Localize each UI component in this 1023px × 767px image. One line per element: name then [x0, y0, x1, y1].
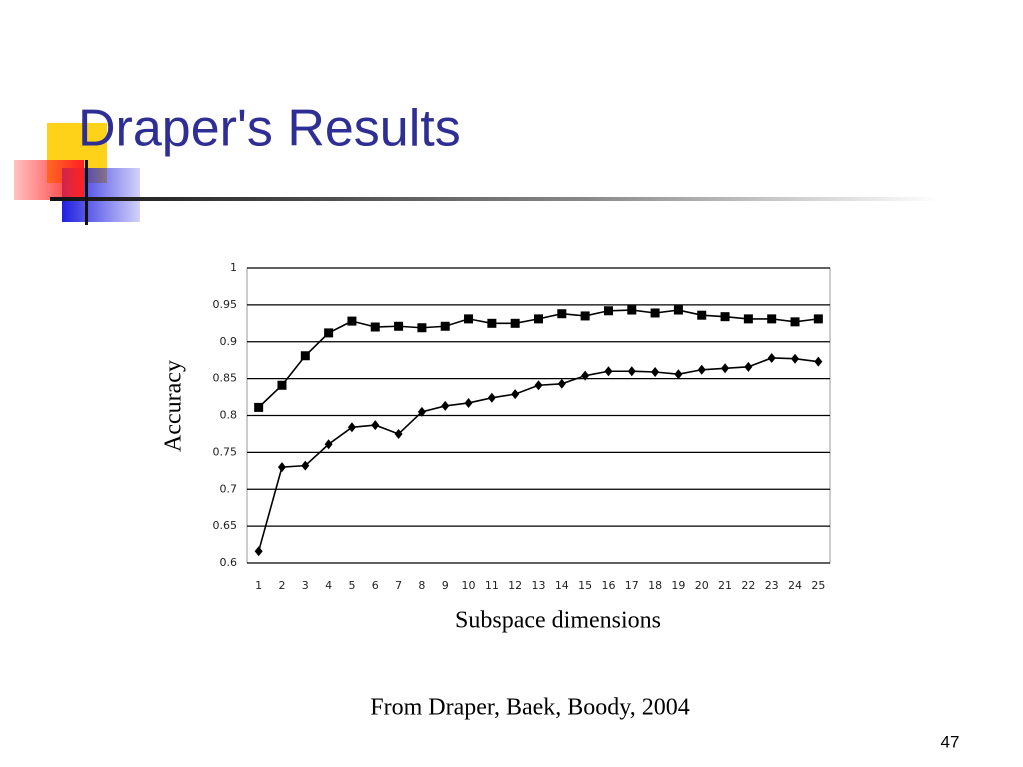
marker	[394, 428, 403, 439]
x-tick-label: 4	[325, 579, 332, 592]
y-tick-label: 0.65	[213, 519, 238, 532]
marker	[300, 351, 310, 361]
x-tick-label: 1	[255, 579, 262, 592]
x-tick-label: 9	[442, 579, 449, 592]
x-tick-label: 14	[555, 579, 569, 592]
x-tick-label: 23	[765, 579, 779, 592]
x-tick-label: 19	[671, 579, 685, 592]
marker	[604, 366, 613, 377]
y-tick-label: 0.7	[220, 482, 238, 495]
marker	[394, 321, 404, 331]
marker	[790, 317, 800, 327]
y-tick-label: 0.9	[220, 335, 238, 348]
x-tick-label: 12	[508, 579, 522, 592]
marker	[464, 314, 474, 324]
marker	[487, 318, 497, 328]
x-tick-label: 16	[601, 579, 615, 592]
y-tick-label: 1	[230, 261, 237, 274]
marker	[627, 305, 637, 315]
x-tick-label: 22	[741, 579, 755, 592]
marker	[674, 369, 683, 380]
x-tick-label: 20	[695, 579, 709, 592]
marker	[254, 402, 264, 412]
marker	[720, 312, 730, 322]
marker	[254, 546, 263, 557]
marker	[814, 356, 823, 367]
marker	[534, 314, 543, 324]
x-tick-label: 24	[788, 579, 802, 592]
title-rule	[50, 197, 940, 201]
caption: From Draper, Baek, Boody, 2004	[370, 695, 689, 721]
marker	[767, 314, 777, 324]
y-tick-label: 0.8	[220, 409, 238, 422]
marker	[557, 378, 566, 389]
x-tick-label: 6	[372, 579, 379, 592]
marker	[697, 310, 707, 320]
marker	[277, 462, 286, 473]
x-tick-label: 17	[625, 579, 639, 592]
marker	[370, 322, 380, 332]
x-tick-label: 2	[278, 579, 285, 592]
marker	[301, 460, 310, 471]
marker	[534, 380, 543, 391]
decor-red	[14, 160, 84, 200]
marker	[581, 370, 590, 381]
marker	[557, 309, 567, 319]
x-tick-label: 11	[485, 579, 499, 592]
marker	[603, 306, 613, 316]
marker	[580, 311, 590, 321]
marker	[673, 305, 683, 315]
marker	[324, 439, 333, 450]
x-tick-label: 7	[395, 579, 402, 592]
x-tick-label: 5	[348, 579, 355, 592]
page-number: 47	[941, 732, 960, 751]
marker	[347, 422, 356, 433]
x-axis-label: Subspace dimensions	[455, 608, 661, 634]
x-tick-label: 10	[462, 579, 476, 592]
series-line	[258, 309, 819, 408]
x-tick-label: 21	[718, 579, 732, 592]
marker	[791, 353, 800, 364]
marker	[813, 314, 823, 324]
x-tick-label: 3	[302, 579, 309, 592]
marker	[441, 400, 450, 411]
x-tick-label: 18	[648, 579, 662, 592]
slide-title: Draper's Results	[78, 100, 461, 158]
marker	[510, 318, 520, 328]
marker	[464, 397, 473, 408]
x-tick-label: 8	[418, 579, 425, 592]
marker	[743, 314, 753, 324]
marker	[371, 420, 380, 431]
y-tick-label: 0.95	[213, 298, 238, 311]
marker	[440, 321, 450, 331]
marker	[627, 366, 636, 377]
marker	[347, 316, 357, 326]
y-tick-label: 0.75	[213, 445, 238, 458]
marker	[767, 352, 776, 363]
marker	[324, 328, 334, 338]
y-axis-label: Accuracy	[161, 360, 187, 452]
marker	[487, 392, 496, 403]
marker	[277, 380, 287, 390]
y-tick-label: 0.6	[220, 556, 238, 569]
marker	[650, 308, 660, 318]
marker	[511, 389, 520, 400]
y-tick-label: 0.85	[213, 372, 238, 385]
marker	[417, 406, 426, 417]
marker	[697, 364, 706, 375]
marker	[417, 323, 427, 333]
marker	[721, 363, 730, 374]
decor-line	[85, 160, 88, 225]
x-tick-label: 13	[532, 579, 546, 592]
marker	[744, 361, 753, 372]
x-tick-label: 15	[578, 579, 592, 592]
x-tick-label: 25	[811, 579, 825, 592]
marker	[651, 366, 660, 377]
